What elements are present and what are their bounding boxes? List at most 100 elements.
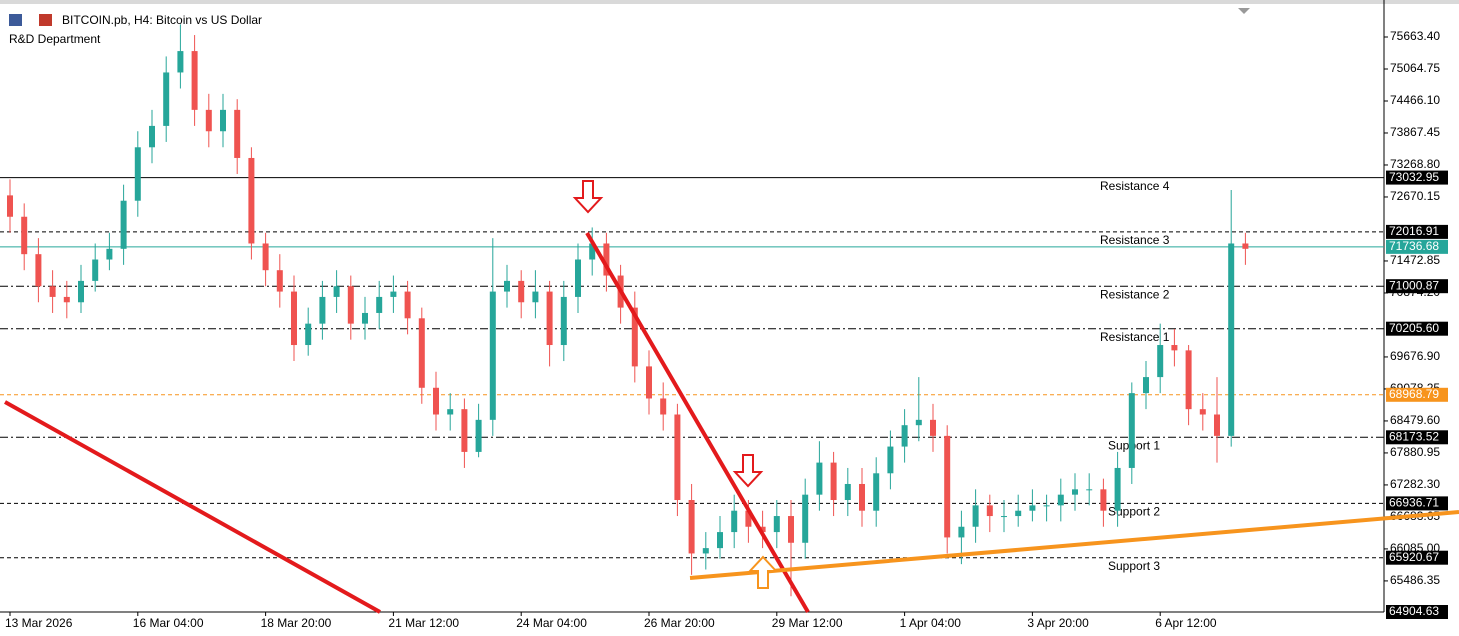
x-tick-label: 6 Apr 12:00 bbox=[1155, 616, 1217, 630]
candle-body bbox=[63, 296, 70, 303]
candle-body bbox=[35, 254, 42, 287]
y-tick-label: 67880.95 bbox=[1390, 445, 1440, 459]
candle-body bbox=[220, 109, 226, 132]
trend-line bbox=[585, 231, 810, 614]
candle-body bbox=[376, 296, 383, 313]
candle-body bbox=[191, 51, 198, 110]
level-name: Support 3 bbox=[1108, 559, 1160, 573]
level-value: 71000.87 bbox=[1389, 278, 1439, 292]
candle-body bbox=[660, 398, 667, 415]
candle-body bbox=[1171, 345, 1178, 351]
arrow-up bbox=[747, 555, 779, 589]
candle-body bbox=[631, 307, 638, 367]
x-tick-label: 3 Apr 20:00 bbox=[1027, 616, 1089, 630]
drawings bbox=[4, 180, 1459, 614]
header: BITCOIN.pb, H4: Bitcoin vs US Dollar R&D… bbox=[9, 13, 262, 46]
candle-body bbox=[433, 387, 439, 415]
level-box bbox=[1386, 387, 1448, 402]
candle-body bbox=[603, 243, 610, 276]
candle-body bbox=[319, 296, 326, 324]
candle-body bbox=[92, 259, 99, 281]
y-tick-label: 65486.35 bbox=[1390, 573, 1440, 587]
candle-body bbox=[163, 72, 170, 126]
candle-body bbox=[546, 291, 553, 346]
candle-body bbox=[404, 291, 411, 319]
candle-body bbox=[49, 286, 56, 297]
candle-body bbox=[149, 125, 155, 148]
y-tick-label: 69676.90 bbox=[1390, 349, 1440, 363]
candle-body bbox=[1242, 243, 1249, 249]
candle-body bbox=[248, 157, 255, 244]
candle-body bbox=[717, 532, 723, 549]
level-box bbox=[1386, 279, 1448, 294]
candle-body bbox=[205, 109, 212, 132]
level-box bbox=[1386, 550, 1448, 565]
chart-title: BITCOIN.pb, H4: Bitcoin vs US Dollar bbox=[62, 13, 262, 27]
candle-body bbox=[844, 483, 851, 501]
candle-body bbox=[589, 243, 596, 260]
candle-body bbox=[731, 510, 738, 533]
toolbar bbox=[0, 0, 1459, 4]
y-tick-label: 72670.15 bbox=[1390, 189, 1440, 203]
level-value: 68173.52 bbox=[1389, 429, 1439, 443]
candle-body bbox=[1100, 489, 1107, 511]
candle-body bbox=[518, 280, 525, 303]
level-name: Support 2 bbox=[1108, 505, 1160, 519]
candle-body bbox=[1228, 243, 1235, 436]
candle-body bbox=[305, 323, 312, 346]
candle-body bbox=[1057, 494, 1064, 506]
candle-body bbox=[745, 510, 752, 527]
level-value: 73032.95 bbox=[1389, 170, 1439, 184]
candle-body bbox=[1086, 489, 1093, 491]
level-box bbox=[1386, 239, 1448, 254]
level-box bbox=[1386, 496, 1448, 511]
candle-body bbox=[773, 516, 780, 533]
candle-body bbox=[1157, 345, 1164, 378]
candle-body bbox=[788, 516, 794, 543]
candle-body bbox=[830, 462, 837, 501]
chart-subtitle: R&D Department bbox=[9, 32, 101, 46]
x-tick-label: 13 Mar 2026 bbox=[5, 616, 73, 630]
candle-body bbox=[362, 312, 368, 324]
y-tick-label: 71472.85 bbox=[1390, 253, 1440, 267]
candle-body bbox=[688, 500, 695, 554]
candle-body bbox=[859, 483, 865, 511]
candle-body bbox=[475, 419, 482, 452]
candle-body bbox=[234, 109, 241, 158]
candle-body bbox=[120, 200, 127, 249]
icon bbox=[9, 14, 22, 26]
candle-body bbox=[1143, 377, 1149, 394]
arrow-down bbox=[732, 454, 764, 488]
candle-body bbox=[986, 505, 993, 517]
candle-body bbox=[1015, 510, 1022, 517]
arrow-down bbox=[572, 180, 604, 214]
candle-body bbox=[276, 270, 283, 292]
level-value: 71736.68 bbox=[1389, 239, 1439, 253]
level-value: 66936.71 bbox=[1389, 496, 1439, 510]
candle-body bbox=[702, 548, 709, 554]
level-name: Resistance 4 bbox=[1100, 179, 1170, 193]
x-tick-label: 21 Mar 12:00 bbox=[388, 616, 459, 630]
candle-body bbox=[674, 414, 681, 501]
candle-body bbox=[21, 216, 28, 255]
x-tick-label: 16 Mar 04:00 bbox=[133, 616, 204, 630]
candle-body bbox=[447, 409, 454, 415]
candle-body bbox=[759, 526, 766, 533]
candle-body bbox=[958, 526, 965, 538]
candle-body bbox=[106, 248, 113, 260]
level-box bbox=[1386, 321, 1448, 336]
candle-body bbox=[816, 462, 823, 495]
level-value: 72016.91 bbox=[1389, 224, 1439, 238]
candle-body bbox=[1043, 505, 1050, 507]
level-box bbox=[1386, 170, 1448, 185]
candle-body bbox=[532, 291, 539, 303]
candle-body bbox=[347, 286, 354, 324]
candle-body bbox=[1199, 409, 1206, 415]
level-box bbox=[1386, 430, 1448, 445]
y-tick-label: 73867.45 bbox=[1390, 125, 1440, 139]
candle-body bbox=[575, 259, 581, 297]
trend-line bbox=[4, 400, 381, 614]
level-box bbox=[1386, 605, 1448, 619]
